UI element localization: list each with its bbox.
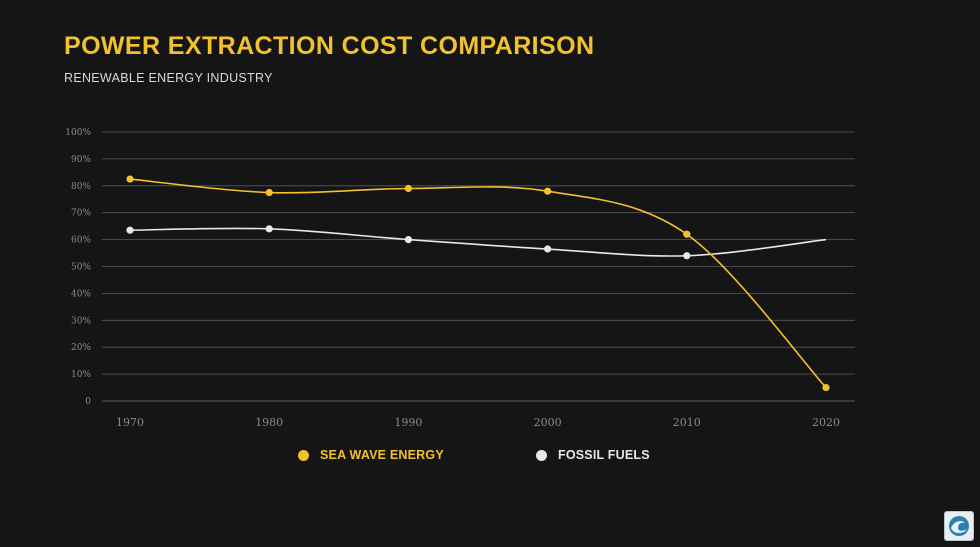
legend-label-sea-wave-energy: SEA WAVE ENERGY xyxy=(320,448,444,462)
data-point-sea-wave-energy xyxy=(404,184,412,193)
y-tick-label: 80% xyxy=(71,182,91,192)
x-axis-ticks: 1970 1980 1990 2000 2010 2020 xyxy=(116,416,840,429)
y-tick-label: 60% xyxy=(71,236,91,246)
y-tick-label: 90% xyxy=(71,155,91,165)
y-tick-label: 0 xyxy=(85,397,91,407)
data-point-sea-wave-energy xyxy=(822,383,830,392)
data-point-fossil-fuels xyxy=(683,252,691,260)
legend-item-sea-wave-energy: SEA WAVE ENERGY xyxy=(298,448,444,462)
legend-marker-sea-wave-energy xyxy=(298,449,309,461)
y-tick-label: 70% xyxy=(71,209,91,219)
y-tick-label: 50% xyxy=(71,263,91,273)
y-tick-label: 100% xyxy=(65,128,91,138)
data-point-sea-wave-energy xyxy=(544,187,552,195)
y-tick-label: 10% xyxy=(71,370,91,380)
legend-marker-fossil-fuels xyxy=(536,449,547,461)
chart-title: POWER EXTRACTION COST COMPARISON xyxy=(64,32,595,60)
data-point-fossil-fuels xyxy=(544,245,552,253)
data-point-fossil-fuels xyxy=(265,225,273,233)
y-tick-label: 30% xyxy=(71,316,91,326)
legend-label-fossil-fuels: FOSSIL FUELS xyxy=(558,448,650,462)
x-tick-label: 2000 xyxy=(534,416,562,429)
data-point-fossil-fuels xyxy=(404,236,412,244)
x-tick-label: 1990 xyxy=(394,416,422,429)
data-point-fossil-fuels xyxy=(126,226,134,234)
data-point-sea-wave-energy xyxy=(126,175,134,183)
y-axis-ticks: 0 10% 20% 30% 40% 50% 60% 70% 80% 90% 100% xyxy=(65,128,91,407)
x-tick-label: 1970 xyxy=(116,416,144,429)
line-chart: 0 10% 20% 30% 40% 50% 60% 70% 80% 90% 100% 1970 198… xyxy=(65,128,855,429)
data-point-sea-wave-energy xyxy=(265,188,273,197)
chart-subtitle: RENEWABLE ENERGY INDUSTRY xyxy=(64,71,273,85)
y-tick-label: 40% xyxy=(71,289,91,299)
x-tick-label: 2010 xyxy=(673,416,701,429)
x-tick-label: 1980 xyxy=(255,416,283,429)
legend-item-fossil-fuels: FOSSIL FUELS xyxy=(536,448,650,462)
series-line-fossil-fuels xyxy=(129,227,827,257)
data-point-sea-wave-energy xyxy=(683,230,691,238)
grid-lines xyxy=(102,131,855,402)
series-line-sea-wave-energy xyxy=(129,178,827,389)
wave-logo-icon xyxy=(944,511,974,541)
x-tick-label: 2020 xyxy=(812,416,840,429)
y-tick-label: 20% xyxy=(71,343,91,353)
series-group xyxy=(126,175,830,392)
